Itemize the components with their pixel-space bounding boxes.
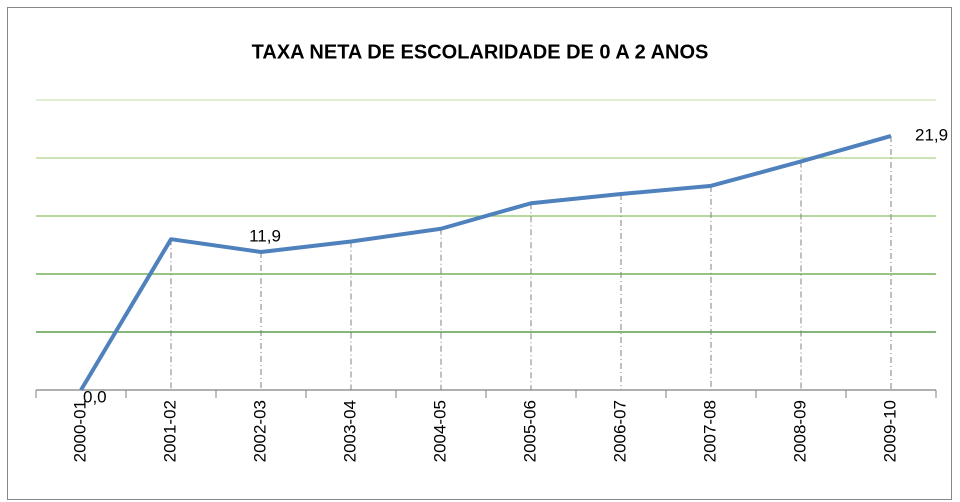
- x-tick-label: 2008-09: [790, 400, 809, 462]
- x-tick-label: 2004-05: [430, 400, 449, 462]
- data-label: 21,9: [915, 125, 948, 144]
- chart-border: [7, 7, 952, 500]
- chart-title: TAXA NETA DE ESCOLARIDADE DE 0 A 2 ANOS: [252, 41, 709, 63]
- x-tick-label: 2003-04: [340, 400, 359, 462]
- x-tick-label: 2009-10: [880, 400, 899, 462]
- x-tick-label: 2006-07: [610, 400, 629, 462]
- x-tick-label: 2000-01: [70, 400, 89, 462]
- x-tick-label: 2005-06: [520, 400, 539, 462]
- series-line: [79, 134, 892, 392]
- x-tick-label: 2001-02: [160, 400, 179, 462]
- x-tick-label: 2007-08: [700, 400, 719, 462]
- x-tick-label: 2002-03: [250, 400, 269, 462]
- data-label: 11,9: [249, 226, 281, 245]
- data-label: 0,0: [83, 387, 107, 406]
